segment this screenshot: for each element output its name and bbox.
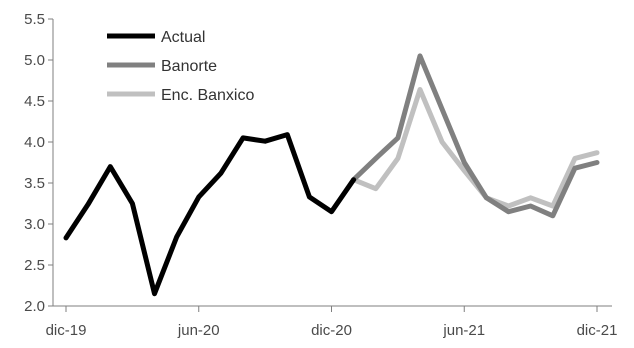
x-tick-label: jun-21: [442, 322, 485, 339]
chart-legend: Actual Banorte Enc. Banxico: [107, 29, 254, 104]
y-tick-label: 2.0: [24, 298, 45, 315]
x-tick-label: jun-20: [177, 322, 220, 339]
y-tick-label: 3.0: [24, 216, 45, 233]
y-tick-label: 3.5: [24, 175, 45, 192]
legend-label-banorte: Banorte: [161, 58, 217, 75]
y-tick-label: 5.0: [24, 52, 45, 69]
legend-label-actual: Actual: [161, 29, 205, 46]
chart-series: [63, 53, 600, 297]
y-tick-label: 4.0: [24, 134, 45, 151]
y-tick-label: 5.5: [24, 11, 45, 28]
chart-axes: [52, 19, 612, 307]
x-tick-label: dic-21: [577, 322, 618, 339]
x-tick-label: dic-19: [46, 322, 87, 339]
x-axis-ticks: dic-19 jun-20 dic-20 jun-21 dic-21: [46, 306, 618, 339]
y-axis-ticks: 2.0 2.5 3.0 3.5 4.0 4.5 5.0 5.5: [24, 11, 53, 315]
y-tick-label: 4.5: [24, 93, 45, 110]
series-line-banorte: [351, 53, 600, 219]
legend-label-enc-banxico: Enc. Banxico: [161, 87, 254, 104]
y-tick-label: 2.5: [24, 257, 45, 274]
series-line-actual: [63, 132, 357, 297]
x-tick-label: dic-20: [311, 322, 352, 339]
